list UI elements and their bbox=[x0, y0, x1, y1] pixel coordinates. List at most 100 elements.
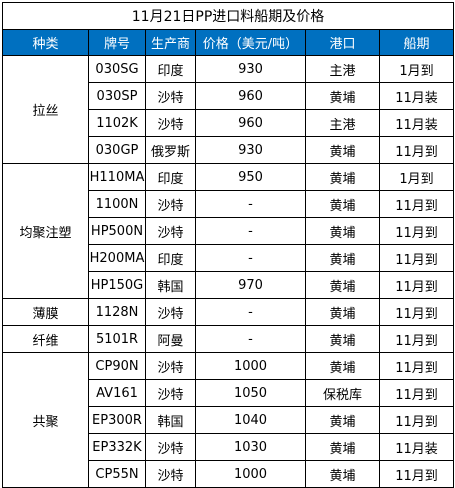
port-cell: 黄埔 bbox=[305, 217, 380, 245]
header-port: 港口 bbox=[305, 29, 380, 56]
port-cell: 黄埔 bbox=[305, 460, 380, 488]
schedule-cell: 1月到 bbox=[378, 55, 455, 83]
header-origin: 生产商 bbox=[145, 29, 196, 56]
schedule-cell: 11月到 bbox=[378, 271, 455, 299]
origin-cell: 沙特 bbox=[145, 190, 196, 218]
schedule-cell: 11月到 bbox=[378, 136, 455, 164]
price-cell: 1000 bbox=[195, 460, 306, 488]
price-cell: 960 bbox=[195, 109, 306, 137]
table-row: 1100N 沙特 - 黄埔 11月到 bbox=[3, 190, 455, 218]
port-cell: 黄埔 bbox=[305, 190, 380, 218]
port-cell: 黄埔 bbox=[305, 352, 380, 380]
schedule-cell: 11月到 bbox=[378, 217, 455, 245]
port-cell: 主港 bbox=[305, 55, 380, 83]
table-row: 030SP 沙特 960 黄埔 11月装 bbox=[3, 82, 455, 110]
port-cell: 黄埔 bbox=[305, 325, 380, 353]
table-row: 1102K 沙特 960 主港 11月装 bbox=[3, 109, 455, 137]
grade-cell: 030SG bbox=[88, 55, 146, 83]
grade-cell: 1100N bbox=[88, 190, 146, 218]
price-cell: - bbox=[195, 217, 306, 245]
port-cell: 黄埔 bbox=[305, 271, 380, 299]
header-category: 种类 bbox=[2, 29, 89, 56]
schedule-cell: 11月到 bbox=[378, 325, 455, 353]
origin-cell: 沙特 bbox=[145, 82, 196, 110]
schedule-cell: 11月到 bbox=[378, 298, 455, 326]
port-cell: 黄埔 bbox=[305, 244, 380, 272]
port-cell: 保税库 bbox=[305, 379, 380, 407]
origin-cell: 印度 bbox=[145, 244, 196, 272]
schedule-cell: 11月到 bbox=[378, 460, 455, 488]
grade-cell: HP150G bbox=[88, 271, 146, 299]
price-cell: 950 bbox=[195, 163, 306, 191]
table-row: 均聚注塑 H110MA 印度 950 黄埔 1月到 bbox=[2, 163, 455, 299]
grade-cell: 1128N bbox=[88, 298, 146, 326]
table-row: HP150G 韩国 970 黄埔 11月到 bbox=[3, 271, 455, 299]
origin-cell: 印度 bbox=[145, 163, 196, 191]
origin-cell: 沙特 bbox=[145, 379, 196, 407]
grade-cell: 1102K bbox=[88, 109, 146, 137]
grade-cell: H110MA bbox=[88, 163, 146, 191]
grade-cell: AV161 bbox=[88, 379, 146, 407]
table-row: 共聚 CP90N 沙特 1000 黄埔 11月到 bbox=[2, 352, 455, 488]
port-cell: 黄埔 bbox=[305, 136, 380, 164]
origin-cell: 俄罗斯 bbox=[145, 136, 196, 164]
price-cell: - bbox=[195, 190, 306, 218]
origin-cell: 阿曼 bbox=[145, 325, 196, 353]
origin-cell: 沙特 bbox=[145, 109, 196, 137]
grade-cell: 030GP bbox=[88, 136, 146, 164]
price-cell: 930 bbox=[195, 55, 306, 83]
header-schedule: 船期 bbox=[378, 29, 455, 56]
origin-cell: 印度 bbox=[145, 55, 196, 83]
schedule-cell: 1月到 bbox=[378, 163, 455, 191]
port-cell: 黄埔 bbox=[305, 298, 380, 326]
port-cell: 黄埔 bbox=[305, 433, 380, 461]
grade-cell: EP332K bbox=[88, 433, 146, 461]
port-cell: 黄埔 bbox=[305, 82, 380, 110]
schedule-cell: 11月到 bbox=[378, 352, 455, 380]
price-cell: 1000 bbox=[195, 352, 306, 380]
schedule-cell: 11月装 bbox=[378, 433, 455, 461]
port-cell: 黄埔 bbox=[305, 406, 380, 434]
price-cell: - bbox=[195, 244, 306, 272]
price-cell: 1040 bbox=[195, 406, 306, 434]
grade-cell: 030SP bbox=[88, 82, 146, 110]
grade-cell: CP90N bbox=[88, 352, 146, 380]
grade-cell: 5101R bbox=[88, 325, 146, 353]
price-cell: 960 bbox=[195, 82, 306, 110]
schedule-cell: 11月装 bbox=[378, 82, 455, 110]
header-row: 种类 牌号 生产商 价格（美元/吨） 港口 船期 bbox=[2, 29, 455, 56]
grade-cell: HP500N bbox=[88, 217, 146, 245]
table-row: 拉丝 030SG 印度 930 主港 1月到 bbox=[2, 55, 455, 164]
header-grade: 牌号 bbox=[88, 29, 146, 56]
origin-cell: 沙特 bbox=[145, 217, 196, 245]
origin-cell: 沙特 bbox=[145, 433, 196, 461]
grade-cell: H200MA bbox=[88, 244, 146, 272]
table-row: AV161 沙特 1050 保税库 11月到 bbox=[3, 379, 455, 407]
schedule-cell: 11月到 bbox=[378, 379, 455, 407]
schedule-cell: 11月到 bbox=[378, 244, 455, 272]
schedule-cell: 11月到 bbox=[378, 190, 455, 218]
price-cell: 1030 bbox=[195, 433, 306, 461]
title-row: 11月21日PP进口料船期及价格 bbox=[1, 2, 455, 30]
origin-cell: 沙特 bbox=[145, 298, 196, 326]
price-cell: - bbox=[195, 298, 306, 326]
origin-cell: 韩国 bbox=[145, 271, 196, 299]
table-row: 030GP 俄罗斯 930 黄埔 11月到 bbox=[3, 136, 455, 164]
schedule-cell: 11月装 bbox=[378, 109, 455, 137]
origin-cell: 沙特 bbox=[145, 460, 196, 488]
origin-cell: 韩国 bbox=[145, 406, 196, 434]
category-cell: 纤维 bbox=[2, 325, 89, 353]
table-row: 薄膜 1128N 沙特 - 黄埔 11月到 bbox=[2, 298, 455, 326]
grade-cell: CP55N bbox=[88, 460, 146, 488]
schedule-cell: 11月到 bbox=[378, 406, 455, 434]
price-cell: 1050 bbox=[195, 379, 306, 407]
grade-cell: EP300R bbox=[88, 406, 146, 434]
origin-cell: 沙特 bbox=[145, 352, 196, 380]
header-price: 价格（美元/吨） bbox=[195, 29, 306, 56]
port-cell: 主港 bbox=[305, 109, 380, 137]
price-cell: 930 bbox=[195, 136, 306, 164]
category-cell: 共聚 bbox=[2, 352, 89, 488]
category-cell: 薄膜 bbox=[2, 298, 89, 326]
